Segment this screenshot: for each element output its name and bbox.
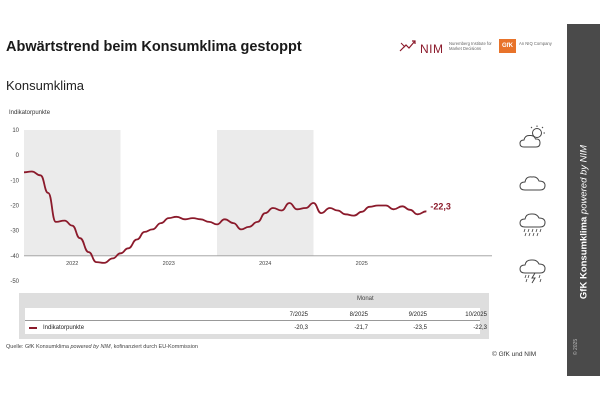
table-col-header: 7/2025 [289,312,308,318]
nim-logo-text: NIM [420,42,444,56]
y-tick-label: -50 [10,279,19,285]
table-divider [25,320,480,321]
x-tick-label: 2025 [356,261,368,267]
y-tick-label: -20 [10,204,19,210]
year-band [24,130,121,256]
gfk-logo-subtitle: An NIQ Company [519,41,552,46]
logo-area: NIM Nuremberg Institute for Market Decis… [398,38,552,62]
y-tick-label: -40 [10,254,19,260]
source-note: Quelle: GfK Konsumklima powered by NIM, … [6,344,198,350]
end-value-label: -22,3 [430,201,451,211]
x-tick-label: 2022 [66,261,78,267]
data-table: Monat 7/2025 8/2025 9/2025 10/2025 Indik… [19,293,489,339]
y-tick-label: -30 [10,229,19,235]
table-header-label: Monat [357,296,374,302]
chart-subtitle: Konsumklima [6,78,85,93]
rain-cloud-icon [519,213,546,237]
gfk-logo: GfK [499,39,516,53]
banner-title: GfK Konsumklima powered by NIM [578,144,590,300]
table-col-header: 8/2025 [349,312,368,318]
thunderstorm-icon [519,259,546,284]
table-cell: -21,7 [354,325,368,331]
right-banner [567,24,600,376]
table-cell: -23,5 [413,325,427,331]
copyright: © GfK und NIM [492,351,537,358]
table-body: 7/2025 8/2025 9/2025 10/2025 Indikatorpu… [25,308,487,334]
legend-line-swatch [29,327,37,329]
nim-logo-subtitle: Nuremberg Institute for Market Decisions [449,41,492,51]
nim-logo-icon [399,40,416,52]
y-axis-label: Indikatorpunkte [9,110,51,116]
table-col-header: 10/2025 [465,312,487,318]
y-tick-label: 10 [12,128,19,134]
cloud-icon [519,176,546,191]
table-cell: -20,3 [294,325,308,331]
x-tick-label: 2023 [163,261,175,267]
banner-year: © 2025 [573,338,579,356]
year-band [216,130,314,256]
y-tick-label: -10 [10,178,19,184]
x-tick-label: 2024 [259,261,271,267]
series-line [23,170,427,264]
table-cell: -22,3 [473,325,487,331]
partly-sunny-icon [519,125,545,148]
table-col-header: 9/2025 [408,312,427,318]
page-title: Abwärtstrend beim Konsumklima gestoppt [6,39,302,55]
table-row-label: Indikatorpunkte [29,325,84,331]
y-tick-label: 0 [16,153,20,159]
